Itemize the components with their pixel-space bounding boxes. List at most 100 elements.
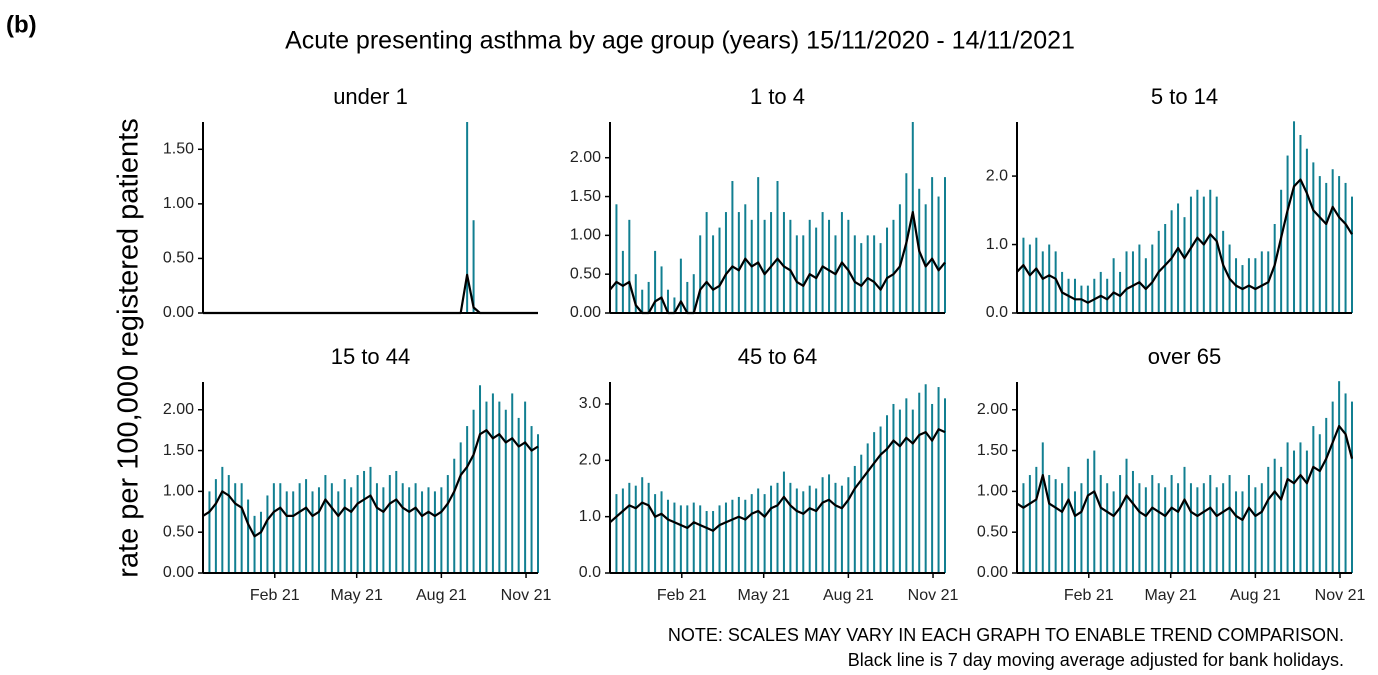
daily-bar xyxy=(1106,278,1109,313)
daily-bar xyxy=(1228,475,1231,573)
daily-bar xyxy=(724,212,727,313)
daily-bar xyxy=(937,387,940,573)
moving-average-line xyxy=(609,211,946,315)
daily-bar xyxy=(1041,442,1044,573)
daily-bar xyxy=(679,258,682,313)
daily-bar xyxy=(1099,271,1102,313)
daily-bar xyxy=(911,409,914,573)
daily-bar xyxy=(776,181,779,313)
daily-bar xyxy=(1119,475,1122,573)
daily-bar xyxy=(705,511,708,573)
daily-bar xyxy=(892,219,895,313)
daily-bar xyxy=(208,491,211,573)
daily-bar xyxy=(840,485,843,573)
daily-bar xyxy=(459,442,462,573)
daily-bar xyxy=(511,393,514,573)
daily-bar xyxy=(472,409,475,573)
daily-bar xyxy=(1151,475,1154,573)
daily-bar xyxy=(1222,483,1225,573)
daily-bar xyxy=(1293,121,1296,313)
y-tick-label: 2.0 xyxy=(986,167,1008,184)
panel-title: 15 to 44 xyxy=(331,344,411,369)
daily-bar xyxy=(1164,224,1167,313)
daily-bar xyxy=(828,219,831,313)
y-tick-label: 0.0 xyxy=(579,564,601,581)
daily-bar xyxy=(1048,244,1051,313)
daily-bar xyxy=(1131,251,1134,313)
daily-bar xyxy=(1241,491,1244,573)
daily-bar xyxy=(1267,466,1270,573)
daily-bar xyxy=(737,212,740,313)
daily-bar xyxy=(718,227,721,313)
daily-bar xyxy=(1125,251,1128,313)
daily-bar xyxy=(924,384,927,573)
daily-bar xyxy=(647,482,650,573)
daily-bar xyxy=(337,491,340,573)
y-tick-label: 1.00 xyxy=(163,483,194,500)
daily-bar xyxy=(802,491,805,573)
daily-bar xyxy=(433,491,436,573)
daily-bar xyxy=(628,219,631,313)
daily-bar xyxy=(272,483,275,573)
daily-bar xyxy=(530,426,533,573)
daily-bar xyxy=(427,487,430,573)
daily-bar xyxy=(673,502,676,573)
daily-bar xyxy=(1183,217,1186,313)
daily-bar xyxy=(375,483,378,573)
daily-bar xyxy=(324,475,327,573)
daily-bar xyxy=(731,181,734,313)
y-tick-label: 0.50 xyxy=(570,265,601,282)
daily-bar xyxy=(1305,148,1308,313)
daily-bar xyxy=(504,409,507,573)
daily-bar xyxy=(660,266,663,313)
y-tick-label: 1.50 xyxy=(163,141,194,158)
y-tick-label: 1.00 xyxy=(163,195,194,212)
daily-bar xyxy=(1247,475,1250,573)
daily-bar xyxy=(1144,258,1147,313)
daily-bar xyxy=(227,475,230,573)
daily-bar xyxy=(1254,258,1257,313)
daily-bar xyxy=(782,212,785,313)
daily-bar xyxy=(1273,224,1276,313)
y-tick-label: 0.00 xyxy=(570,304,601,321)
daily-bar xyxy=(1209,189,1212,313)
panel-title: 5 to 14 xyxy=(1151,84,1218,109)
daily-bar xyxy=(886,415,889,573)
daily-bar xyxy=(782,471,785,573)
daily-bar xyxy=(750,494,753,573)
daily-bar xyxy=(770,485,773,573)
daily-bar xyxy=(892,403,895,573)
daily-bar xyxy=(699,235,702,313)
daily-bar xyxy=(421,491,424,573)
daily-bar xyxy=(802,235,805,313)
x-tick-label: Nov 21 xyxy=(1315,587,1366,604)
daily-bar xyxy=(666,499,669,573)
daily-bar xyxy=(408,487,411,573)
daily-bar xyxy=(1170,475,1173,573)
daily-bar xyxy=(1028,475,1031,573)
daily-bar xyxy=(1164,487,1167,573)
daily-bar xyxy=(1170,210,1173,313)
daily-bar xyxy=(686,281,689,313)
daily-bar xyxy=(1189,196,1192,313)
daily-bar xyxy=(821,477,824,573)
daily-bar xyxy=(615,494,618,573)
daily-bar xyxy=(654,494,657,573)
daily-bar xyxy=(1260,483,1263,573)
daily-bar xyxy=(1293,450,1296,573)
daily-bar xyxy=(699,505,702,573)
daily-bar xyxy=(1344,393,1347,573)
daily-bar xyxy=(1351,196,1353,313)
daily-bar xyxy=(214,479,217,573)
panel-title: over 65 xyxy=(1148,344,1221,369)
daily-bar xyxy=(1125,458,1128,573)
daily-bar xyxy=(873,432,876,573)
daily-bar xyxy=(673,297,676,313)
daily-bar xyxy=(363,470,366,573)
y-tick-label: 1.00 xyxy=(570,227,601,244)
daily-bar xyxy=(737,496,740,573)
panel-title: 45 to 64 xyxy=(738,344,818,369)
daily-bar xyxy=(1054,251,1057,313)
daily-bar xyxy=(537,434,539,573)
daily-bar xyxy=(679,505,682,573)
